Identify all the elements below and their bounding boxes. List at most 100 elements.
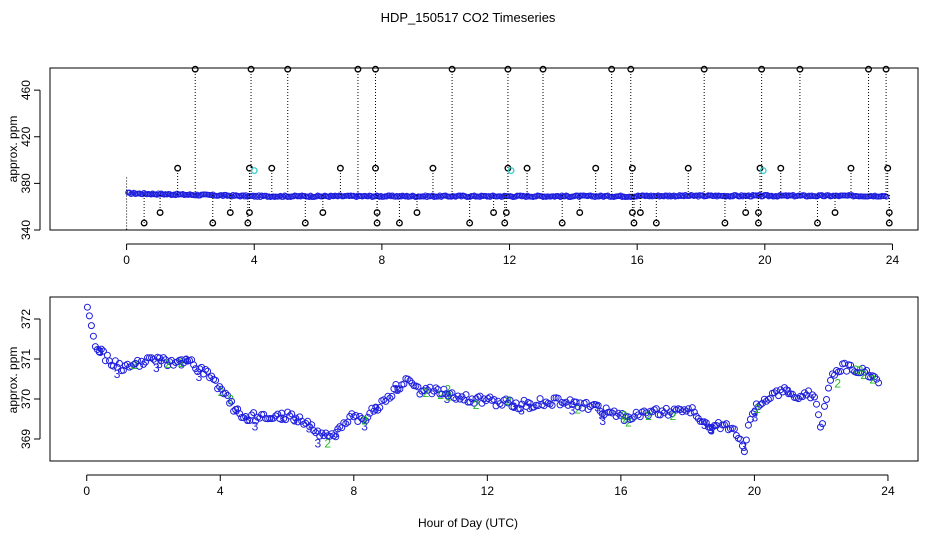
bottom-x-tick-label: 16 — [614, 484, 628, 498]
co2-point — [99, 347, 107, 355]
co2-point — [190, 361, 198, 369]
co2-point — [652, 405, 660, 413]
top-x-tick-label: 12 — [503, 253, 517, 267]
marker-label: 2 — [444, 383, 451, 397]
outlier-point — [209, 219, 217, 227]
marker-label: 3 — [445, 389, 452, 403]
outlier-point — [652, 219, 660, 227]
co2-point — [799, 393, 806, 401]
co2-point — [815, 411, 822, 419]
outlier-point — [847, 164, 855, 172]
co2-point — [226, 399, 234, 407]
co2-point — [384, 392, 392, 400]
co2-point — [813, 400, 820, 408]
bottom-y-tick-label: 370 — [19, 389, 33, 409]
marker-label: 3 — [599, 414, 606, 428]
outlier-point — [466, 219, 474, 227]
co2-point — [468, 395, 476, 403]
outlier-point — [523, 164, 531, 172]
marker-label: 3 — [594, 401, 601, 415]
marker-label: 2 — [324, 436, 331, 450]
co2-point — [706, 424, 714, 431]
outlier-point — [191, 65, 199, 73]
co2-point — [490, 396, 498, 403]
outlier-point — [627, 65, 635, 73]
outlier-point — [754, 209, 762, 216]
co2-point — [352, 412, 360, 419]
outlier-point — [268, 164, 276, 172]
co2-point — [554, 394, 562, 402]
marker-label: 3 — [278, 412, 285, 426]
co2-point — [115, 359, 123, 367]
outlier-point — [576, 209, 584, 216]
co2-point — [750, 408, 758, 416]
marker-label: 2 — [422, 386, 429, 400]
outlier-point — [796, 65, 804, 73]
top-panel: 0 4 8 12 16 20 24 340 380 420 460 approx. ppm — [6, 65, 919, 267]
marker-label: 3 — [244, 413, 251, 427]
co2-point — [684, 405, 692, 413]
co2-point — [574, 403, 582, 411]
marker-label: 3 — [233, 404, 240, 418]
co2-point — [548, 401, 556, 409]
co2-point — [496, 400, 504, 408]
co2-point — [783, 386, 790, 394]
co2-point — [875, 379, 883, 387]
outlier-point — [319, 209, 327, 216]
co2-point — [819, 420, 826, 428]
co2-point — [286, 412, 294, 420]
outlier-point — [758, 65, 766, 73]
co2-point — [83, 303, 91, 311]
co2-point — [600, 411, 608, 419]
co2-point — [668, 410, 676, 418]
co2-point — [404, 375, 412, 383]
outlier-point — [628, 209, 636, 216]
top-x-tick-label: 20 — [758, 253, 772, 267]
co2-point — [228, 397, 236, 405]
x-axis-label: Hour of Day (UTC) — [418, 516, 518, 530]
marker-label: 3 — [751, 405, 758, 419]
co2-point — [758, 399, 766, 407]
bottom-panel-axes: 0 4 8 12 16 20 24 369 370 371 372 — [19, 309, 895, 498]
marker-label: 2 — [446, 389, 453, 403]
outlier-point — [373, 219, 381, 227]
co2-point — [730, 425, 738, 433]
outlier-point — [174, 164, 182, 172]
co2-point — [572, 398, 580, 406]
co2-point — [644, 412, 652, 420]
co2-point — [274, 410, 282, 418]
co2-point — [134, 356, 141, 364]
outlier-point — [630, 219, 638, 227]
top-y-tick-label: 380 — [19, 173, 33, 193]
marker-label: 2 — [505, 394, 512, 408]
marker-label: 3 — [444, 392, 451, 406]
outlier-point — [284, 65, 292, 73]
co2-point — [212, 376, 220, 384]
co2-point — [530, 403, 538, 411]
co2-point — [863, 366, 871, 374]
outlier-point — [721, 219, 729, 227]
marker-label: 3 — [526, 401, 533, 415]
co2-point — [306, 423, 314, 431]
co2-point — [692, 412, 700, 420]
marker-label: 3 — [196, 370, 203, 384]
top-x-tick-label: 16 — [630, 253, 644, 267]
outlier-point — [156, 209, 164, 216]
co2-point — [602, 404, 610, 412]
marker-label: 2 — [227, 393, 234, 407]
marker-label: 2 — [670, 409, 677, 423]
co2-point — [542, 398, 550, 406]
outlier-point — [504, 65, 512, 73]
co2-point — [656, 411, 664, 419]
top-x-tick-label: 8 — [379, 253, 386, 267]
co2-point — [160, 354, 167, 362]
co2-point — [470, 399, 478, 407]
co2-point — [510, 403, 518, 411]
outlier-point — [814, 219, 821, 227]
co2-point — [847, 361, 855, 369]
marker-label: 3 — [708, 423, 715, 437]
outlier-point — [336, 164, 344, 172]
co2-point — [702, 419, 710, 427]
outlier-point — [247, 65, 255, 73]
